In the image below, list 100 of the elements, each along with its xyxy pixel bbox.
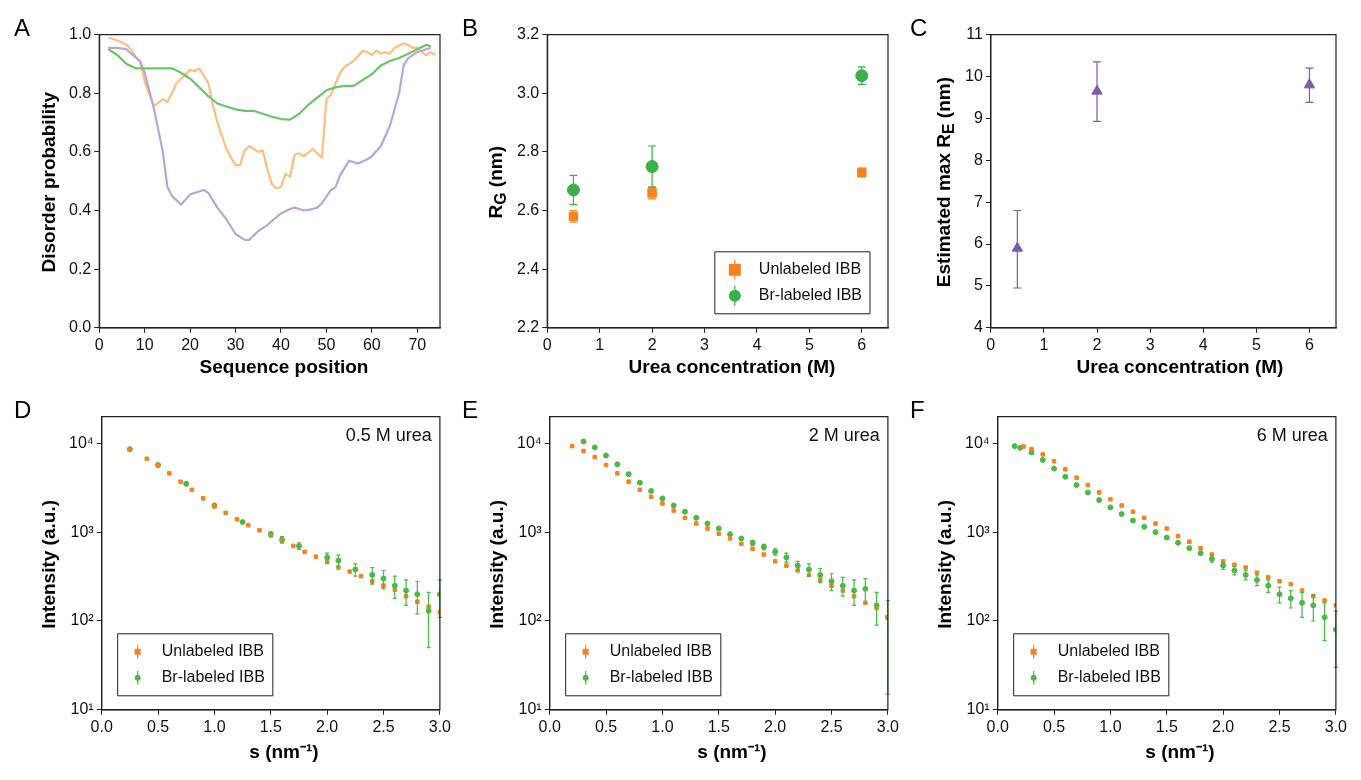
x-tick-label: 0.0: [538, 717, 561, 735]
x-tick-label: 6: [857, 335, 867, 353]
x-tick-label: 30: [226, 335, 245, 353]
y-axis-title: Intensity (a.u.): [486, 499, 508, 629]
x-tick-label: 0: [542, 335, 552, 353]
y-tick-label: 2.8: [516, 142, 540, 160]
x-tick-label: 5: [1251, 335, 1261, 353]
y-tick-label: 3.0: [516, 83, 540, 101]
y-tick-label: 0.6: [68, 142, 92, 160]
y-tick-label: 10²: [70, 611, 95, 629]
y-tick-label: 8: [973, 150, 983, 168]
x-tick-label: 20: [181, 335, 200, 353]
x-tick-label: 2.0: [764, 717, 787, 735]
x-tick-label: 0: [986, 335, 996, 353]
x-tick-label: 3.0: [1324, 717, 1348, 735]
y-axis-title: Intensity (a.u.): [38, 499, 60, 629]
y-tick-label: 4: [973, 318, 983, 336]
x-tick-label: 2.5: [820, 717, 843, 735]
x-tick-label: 2: [647, 335, 657, 353]
y-tick-label: 0.0: [68, 318, 92, 336]
annotation: 6 M urea: [1256, 424, 1329, 445]
x-tick-label: 0.0: [90, 717, 113, 735]
x-tick-label: 0.5: [594, 717, 618, 735]
y-tick-label: 10¹: [70, 700, 94, 718]
x-tick-label: 60: [362, 335, 381, 353]
x-axis-title: Sequence position: [198, 356, 370, 378]
x-tick-label: 2.0: [1212, 717, 1235, 735]
legend-label: Br-labeled IBB: [161, 668, 265, 686]
x-tick-label: 4: [1198, 335, 1208, 353]
legend-label: Unlabeled IBB: [1057, 642, 1160, 660]
x-axis-title: s (nm⁻¹): [696, 740, 768, 764]
legend-label: Br-labeled IBB: [609, 668, 713, 686]
y-tick-label: 10²: [966, 611, 991, 629]
x-tick-label: 1.0: [651, 717, 674, 735]
y-tick-label: 10²: [518, 611, 543, 629]
x-tick-label: 1.0: [1099, 717, 1122, 735]
legend-label: Br-labeled IBB: [758, 286, 863, 304]
x-axis-title: s (nm⁻¹): [248, 740, 320, 764]
x-tick-label: 40: [272, 335, 290, 353]
chart-title: E: [462, 396, 479, 424]
y-tick-label: 6: [973, 234, 983, 252]
legend-label: Unlabeled IBB: [609, 642, 712, 660]
y-tick-label: 2.4: [516, 259, 540, 277]
x-tick-label: 0.0: [986, 717, 1009, 735]
x-tick-label: 70: [408, 335, 427, 353]
x-tick-label: 2: [1092, 335, 1102, 353]
y-tick-label: 10⁴: [517, 433, 542, 451]
chart-title: F: [910, 396, 925, 424]
y-tick-label: 9: [973, 108, 983, 126]
y-tick-label: 10³: [966, 522, 991, 540]
x-tick-label: 50: [317, 335, 336, 353]
y-tick-label: 0.8: [68, 83, 92, 101]
annotation: 2 M urea: [808, 424, 881, 445]
y-tick-label: 11: [966, 25, 983, 43]
chart-title: A: [14, 14, 31, 42]
y-tick-label: 3.2: [516, 25, 540, 43]
x-tick-label: 1.0: [203, 717, 226, 735]
x-tick-label: 6: [1304, 335, 1314, 353]
y-tick-label: 1.0: [68, 25, 92, 43]
x-axis-title: Urea concentration (M): [1075, 356, 1285, 378]
y-axis-title: Intensity (a.u.): [934, 499, 956, 629]
y-axis-title: Disorder probability: [38, 91, 60, 273]
x-tick-label: 5: [804, 335, 814, 353]
y-tick-label: 10³: [70, 522, 95, 540]
chart-title: B: [462, 14, 479, 42]
y-tick-label: 10⁴: [69, 433, 94, 451]
y-tick-label: 2.2: [516, 318, 540, 336]
x-tick-label: 2.5: [1268, 717, 1291, 735]
x-tick-label: 1.5: [707, 717, 730, 735]
x-tick-label: 1.5: [259, 717, 282, 735]
x-tick-label: 3: [1145, 335, 1155, 353]
y-tick-label: 10¹: [966, 700, 990, 718]
x-tick-label: 4: [752, 335, 762, 353]
x-tick-label: 2.0: [316, 717, 339, 735]
chart-title: D: [14, 396, 32, 424]
legend-label: Br-labeled IBB: [1057, 668, 1161, 686]
y-tick-label: 0.4: [68, 200, 92, 218]
legend-label: Unlabeled IBB: [161, 642, 264, 660]
x-tick-label: 2.5: [372, 717, 395, 735]
x-tick-label: 0.5: [146, 717, 170, 735]
x-tick-label: 1: [595, 335, 605, 353]
x-tick-label: 0: [94, 335, 104, 353]
y-tick-label: 0.2: [68, 259, 92, 277]
x-tick-label: 3: [700, 335, 710, 353]
x-tick-label: 1.5: [1155, 717, 1178, 735]
x-axis-title: s (nm⁻¹): [1144, 740, 1216, 764]
y-tick-label: 5: [973, 276, 983, 294]
x-tick-label: 1: [1039, 335, 1049, 353]
y-tick-label: 10¹: [518, 700, 542, 718]
y-tick-label: 2.6: [516, 200, 540, 218]
y-tick-label: 7: [973, 192, 983, 210]
x-tick-label: 3.0: [876, 717, 900, 735]
annotation: 0.5 M urea: [345, 424, 433, 445]
y-tick-label: 10⁴: [965, 433, 990, 451]
x-tick-label: 10: [135, 335, 154, 353]
x-tick-label: 0.5: [1042, 717, 1066, 735]
x-axis-title: Urea concentration (M): [627, 356, 837, 378]
y-tick-label: 10³: [518, 522, 543, 540]
y-tick-label: 10: [965, 66, 983, 84]
x-tick-label: 3.0: [428, 717, 452, 735]
